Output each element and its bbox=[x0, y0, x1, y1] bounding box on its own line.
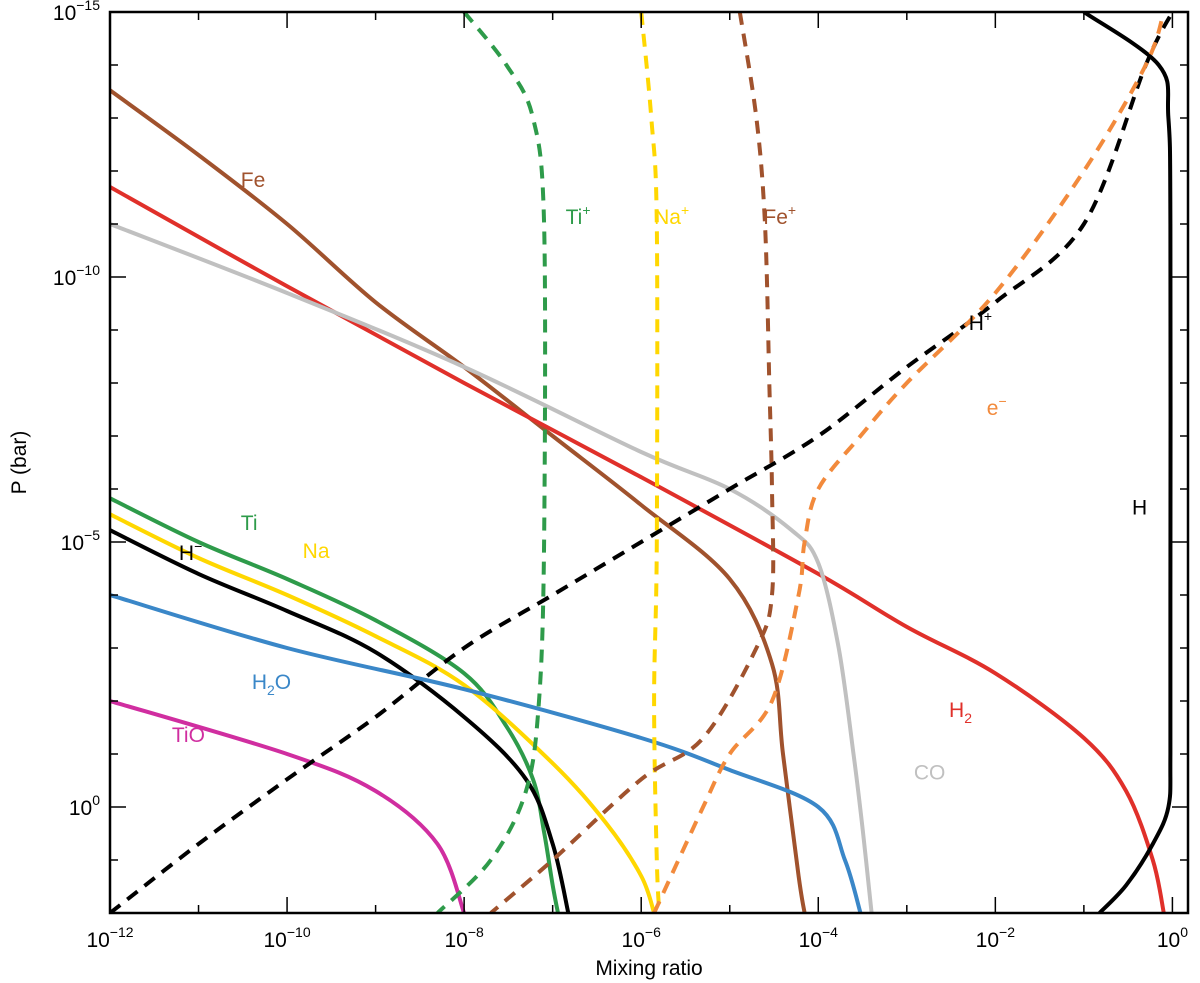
series-line-11 bbox=[489, 12, 776, 913]
y-tick-label-0: 10−15 bbox=[53, 0, 100, 25]
series-line-12 bbox=[110, 12, 1175, 913]
series-label-13: e− bbox=[987, 393, 1007, 420]
x-tick-label-6: 100 bbox=[1157, 924, 1188, 952]
tick-layer: 10−12 10−10 10−8 10−6 10−4 10−2 100 10−15 10−10 1… bbox=[53, 0, 1188, 952]
series-line-2 bbox=[110, 222, 874, 913]
series-line-8 bbox=[1082, 12, 1173, 913]
series-label-layer: Fe H2 CO Ti Na H− H2O TiO H Ti+ Na+ Fe+ H+ e− bbox=[172, 169, 1147, 784]
series-label-8: H bbox=[1132, 496, 1147, 519]
series-label-2: CO bbox=[914, 761, 946, 784]
series-line-10 bbox=[639, 12, 662, 913]
series-label-4: Na bbox=[303, 540, 330, 563]
series-line-7 bbox=[110, 699, 466, 913]
series-label-1: H2 bbox=[949, 699, 972, 726]
x-tick-label-3: 10−6 bbox=[622, 924, 662, 952]
plot-frame bbox=[108, 10, 1190, 915]
series-label-0: Fe bbox=[241, 169, 266, 192]
y-axis-title: P (bar) bbox=[8, 431, 31, 495]
series-line-13 bbox=[652, 12, 1166, 913]
series-label-10: Na+ bbox=[654, 202, 689, 229]
series-line-6 bbox=[110, 593, 863, 913]
series-line-0 bbox=[110, 88, 807, 913]
x-axis-title: Mixing ratio bbox=[595, 957, 702, 980]
x-tick-label-0: 10−12 bbox=[86, 924, 133, 952]
x-tick-label-1: 10−10 bbox=[264, 924, 311, 952]
y-tick-label-2: 10−5 bbox=[61, 527, 101, 555]
x-tick-label-2: 10−8 bbox=[444, 924, 484, 952]
series-layer bbox=[110, 12, 1175, 913]
series-label-6: H2O bbox=[252, 671, 291, 698]
y-tick-label-3: 100 bbox=[69, 792, 100, 820]
series-label-3: Ti bbox=[241, 512, 258, 535]
series-line-4 bbox=[110, 512, 657, 913]
series-label-7: TiO bbox=[172, 724, 205, 747]
y-tick-label-1: 10−10 bbox=[53, 262, 100, 290]
series-label-5: H− bbox=[179, 538, 202, 565]
series-label-11: Fe+ bbox=[763, 202, 796, 229]
x-tick-label-4: 10−4 bbox=[799, 924, 839, 952]
x-tick-label-5: 10−2 bbox=[976, 924, 1016, 952]
series-label-9: Ti+ bbox=[566, 202, 591, 229]
series-label-12: H+ bbox=[969, 308, 992, 335]
series-line-9 bbox=[436, 12, 548, 913]
series-line-3 bbox=[110, 496, 560, 913]
